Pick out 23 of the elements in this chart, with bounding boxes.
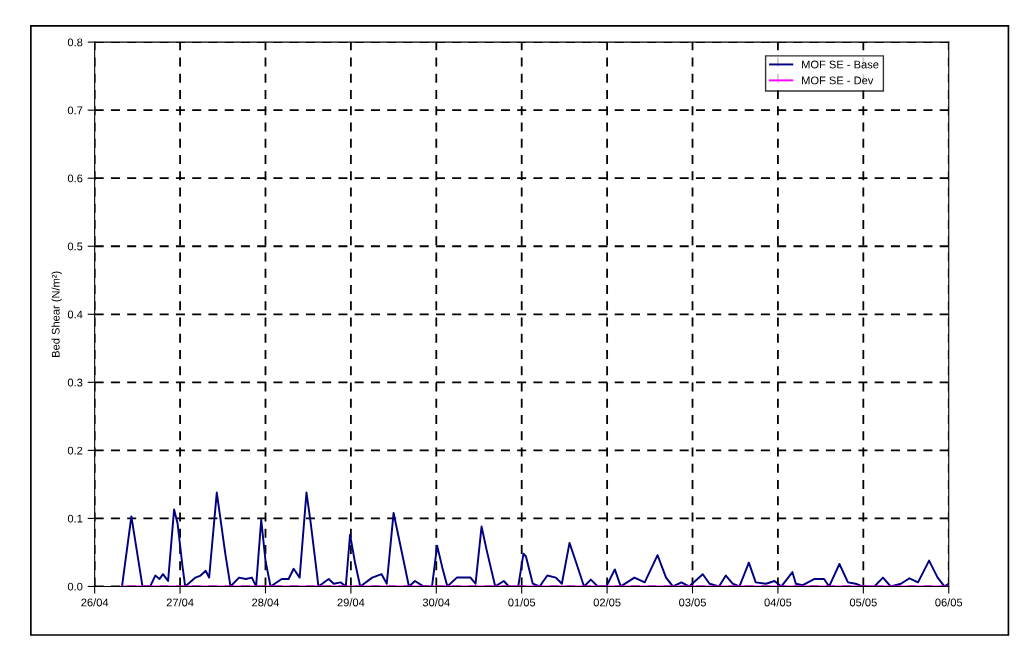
x-tick-label: 29/04	[337, 598, 365, 607]
y-tick-label: 0.2	[67, 446, 83, 455]
y-tick-label: 0.4	[67, 310, 83, 319]
x-tick-label: 02/05	[593, 598, 621, 607]
y-tick-label: 0.1	[67, 514, 83, 523]
y-tick-label: 0.5	[67, 242, 83, 251]
x-tick-label: 05/05	[849, 598, 877, 607]
x-tick-label: 28/04	[252, 598, 280, 607]
x-tick-label: 27/04	[166, 598, 194, 607]
x-tick-label: 06/05	[935, 598, 963, 607]
x-tick-label: 01/05	[508, 598, 536, 607]
legend-label: MOF SE - Dev	[802, 76, 874, 85]
y-tick-label: 0.3	[67, 378, 83, 387]
y-tick-label: 0.7	[67, 106, 83, 115]
x-tick-label: 04/05	[764, 598, 792, 607]
y-tick-label: 0.0	[67, 582, 83, 591]
x-tick-label: 26/04	[81, 598, 109, 607]
y-tick-label: 0.6	[67, 174, 83, 183]
x-tick-label: 03/05	[679, 598, 706, 607]
legend-label: MOF SE - Base	[802, 60, 879, 69]
y-tick-label: 0.8	[67, 38, 83, 47]
x-tick-label: 30/04	[422, 598, 450, 607]
y-axis-title: Bed Shear (N/m²)	[51, 271, 62, 357]
